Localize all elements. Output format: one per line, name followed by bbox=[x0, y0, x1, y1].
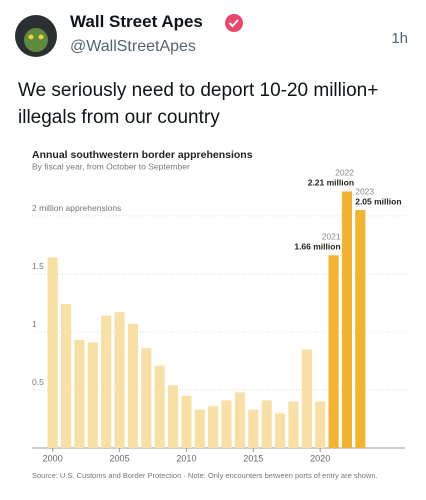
x-tick-label: 2020 bbox=[310, 453, 330, 463]
bar bbox=[60, 304, 72, 448]
user-name[interactable]: Wall Street Apes bbox=[70, 12, 203, 31]
avatar-face bbox=[24, 28, 48, 52]
x-tick-label: 2015 bbox=[243, 453, 263, 463]
y-tick-label: 0.5 bbox=[32, 377, 44, 387]
chart: Annual southwestern border apprehensions… bbox=[32, 149, 405, 480]
value-label: 1.66 million bbox=[294, 242, 340, 252]
chart-title: Annual southwestern border apprehensions bbox=[32, 149, 253, 161]
bar bbox=[101, 315, 112, 448]
timestamp[interactable]: 1h bbox=[391, 30, 408, 47]
bar bbox=[248, 409, 259, 448]
bar bbox=[208, 406, 219, 448]
bar bbox=[288, 401, 299, 448]
bar bbox=[127, 323, 139, 448]
bar bbox=[141, 348, 152, 448]
bar bbox=[181, 395, 192, 448]
bar bbox=[194, 409, 205, 448]
bar bbox=[234, 392, 246, 448]
avatar-eye bbox=[38, 34, 44, 40]
bar bbox=[261, 400, 272, 448]
bar bbox=[315, 401, 326, 448]
verified-check bbox=[228, 19, 239, 28]
bar bbox=[154, 365, 165, 448]
bar bbox=[341, 191, 353, 449]
tweet-text: We seriously need to deport 10-20 millio… bbox=[18, 80, 379, 128]
x-tick-label: 2005 bbox=[110, 453, 130, 463]
y-tick-label: 1.5 bbox=[32, 261, 44, 271]
bar bbox=[355, 210, 366, 448]
bar bbox=[301, 349, 312, 448]
annotation-year: 2022 bbox=[335, 168, 354, 178]
bar bbox=[328, 255, 339, 448]
annotation-year: 2021 bbox=[322, 232, 341, 242]
chart-subtitle: By fiscal year, from October to Septembe… bbox=[32, 161, 190, 171]
x-tick-label: 2010 bbox=[176, 453, 196, 463]
bar bbox=[167, 385, 179, 448]
chart-source: Source: U.S. Customs and Border Protecti… bbox=[32, 471, 378, 480]
user-handle[interactable]: @WallStreetApes bbox=[70, 38, 196, 55]
value-label: 2.21 million bbox=[308, 178, 354, 188]
bar bbox=[74, 340, 85, 448]
bar bbox=[274, 413, 286, 448]
annotation-year: 2023 bbox=[355, 186, 374, 196]
bar bbox=[47, 257, 58, 448]
x-tick-label: 2000 bbox=[43, 453, 63, 463]
y-tick-label: 2 million apprehensions bbox=[32, 203, 121, 213]
y-tick-label: 1 bbox=[32, 319, 37, 329]
bar bbox=[87, 342, 98, 448]
bar bbox=[114, 312, 125, 448]
bar bbox=[221, 400, 232, 448]
value-label: 2.05 million bbox=[355, 196, 401, 206]
avatar-eye bbox=[28, 34, 34, 40]
